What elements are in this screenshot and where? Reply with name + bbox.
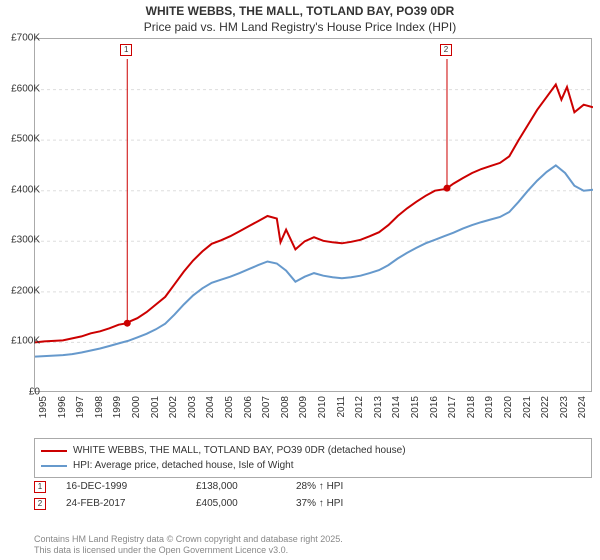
data-point-date: 16-DEC-1999 [66,481,196,492]
x-axis-tick: 1999 [112,396,123,418]
x-axis-tick: 1997 [75,396,86,418]
data-point-price: £138,000 [196,481,296,492]
x-axis-tick: 2016 [429,396,440,418]
y-axis-tick: £600K [8,83,40,94]
x-axis-tick: 2013 [373,396,384,418]
x-axis-tick: 1998 [94,396,105,418]
legend-label: WHITE WEBBS, THE MALL, TOTLAND BAY, PO39… [73,445,406,456]
x-axis-tick: 2000 [131,396,142,418]
footer-line-1: Contains HM Land Registry data © Crown c… [34,534,343,545]
data-point-marker: 1 [34,481,46,493]
data-point-pct: 37% ↑ HPI [296,498,396,509]
x-axis-tick: 2011 [336,396,347,418]
data-table: 1 16-DEC-1999£138,00028% ↑ HPI 2 24-FEB-201… [34,478,396,512]
footer-line-2: This data is licensed under the Open Gov… [34,545,343,556]
x-axis-tick: 2009 [298,396,309,418]
chart-marker: 2 [440,44,452,56]
legend-label: HPI: Average price, detached house, Isle… [73,460,294,471]
data-point-price: £405,000 [196,498,296,509]
title-line-2: Price paid vs. HM Land Registry's House … [0,20,600,36]
x-axis-tick: 2004 [205,396,216,418]
chart-marker: 1 [120,44,132,56]
chart-title: WHITE WEBBS, THE MALL, TOTLAND BAY, PO39… [0,0,600,35]
x-axis-tick: 1995 [38,396,49,418]
x-axis-tick: 1996 [57,396,68,418]
x-axis-tick: 2003 [187,396,198,418]
series-price_line [35,85,593,343]
data-point-date: 24-FEB-2017 [66,498,196,509]
x-axis-tick: 2023 [559,396,570,418]
y-axis-tick: £300K [8,235,40,246]
x-axis-tick: 2021 [522,396,533,418]
legend-item: HPI: Average price, detached house, Isle… [41,458,585,473]
legend: WHITE WEBBS, THE MALL, TOTLAND BAY, PO39… [34,438,592,478]
x-axis-tick: 2020 [503,396,514,418]
x-axis-tick: 2010 [317,396,328,418]
data-point-row: 2 24-FEB-2017£405,00037% ↑ HPI [34,495,396,512]
x-axis-tick: 2014 [391,396,402,418]
y-axis-tick: £200K [8,285,40,296]
legend-item: WHITE WEBBS, THE MALL, TOTLAND BAY, PO39… [41,443,585,458]
x-axis-tick: 2002 [168,396,179,418]
x-axis-tick: 2007 [261,396,272,418]
chart-svg [35,39,593,393]
x-axis-tick: 2024 [577,396,588,418]
x-axis-tick: 2001 [150,396,161,418]
chart-plot-area [34,38,592,392]
data-point-marker: 2 [34,498,46,510]
data-point-pct: 28% ↑ HPI [296,481,396,492]
x-axis-tick: 2012 [354,396,365,418]
x-axis-tick: 2005 [224,396,235,418]
legend-swatch [41,465,67,467]
y-axis-tick: £0 [8,387,40,398]
series-hpi_line [35,165,593,356]
y-axis-tick: £700K [8,33,40,44]
y-axis-tick: £400K [8,184,40,195]
x-axis-tick: 2008 [280,396,291,418]
x-axis-tick: 2018 [466,396,477,418]
x-axis-tick: 2019 [484,396,495,418]
y-axis-tick: £500K [8,134,40,145]
x-axis-tick: 2017 [447,396,458,418]
legend-swatch [41,450,67,452]
title-line-1: WHITE WEBBS, THE MALL, TOTLAND BAY, PO39… [0,4,600,20]
data-point-row: 1 16-DEC-1999£138,00028% ↑ HPI [34,478,396,495]
x-axis-tick: 2022 [540,396,551,418]
footer: Contains HM Land Registry data © Crown c… [34,534,343,556]
x-axis-tick: 2015 [410,396,421,418]
y-axis-tick: £100K [8,336,40,347]
x-axis-tick: 2006 [243,396,254,418]
